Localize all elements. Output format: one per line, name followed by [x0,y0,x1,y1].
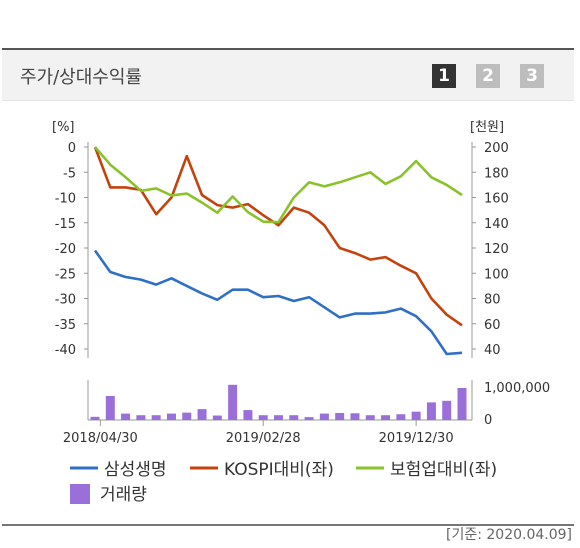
legend-label-volume: 거래량 [100,485,147,505]
right-tick-label: 80 [484,293,501,308]
right-tick-label: 140 [484,217,509,232]
page-2-button[interactable]: 2 [476,64,500,88]
series-line-1 [93,146,463,327]
volume-bar [182,412,192,420]
right-tick-label: 200 [484,141,509,156]
legend: 삼성생명 KOSPI대비(좌) 보험업대비(좌) 거래량 [70,460,497,505]
volume-bar [457,388,467,420]
volume-bar [442,400,452,420]
page-1-button[interactable]: 1 [432,64,456,88]
right-tick-label: 160 [484,192,509,207]
volume-bar [335,412,345,420]
left-tick-label: -10 [55,192,76,207]
volume-bar [289,415,299,420]
volume-bar [151,415,161,420]
page-3-button[interactable]: 3 [520,64,544,88]
volume-bar [319,413,329,420]
volume-bar [350,413,360,420]
left-tick-label: -20 [55,242,76,257]
left-tick-label: -40 [55,343,76,358]
legend-label-samsung-life: 삼성생명 [104,460,167,480]
legend-label-insurance: 보험업대비(좌) [390,460,497,480]
left-tick-label: -35 [55,318,76,333]
right-tick-label: 60 [484,318,501,333]
left-tick-label: -30 [55,293,76,308]
left-tick-label: -15 [55,217,76,232]
volume-bar [136,415,146,420]
chart-title: 주가/상대수익률 [20,67,142,88]
volume-bar [426,402,436,420]
volume-tick-label: 1,000,000 [484,381,550,396]
stock-chart-panel: 주가/상대수익률 1 2 3 [2,48,574,526]
series-line-0 [93,249,463,356]
right-tick-label: 100 [484,267,509,282]
series-line-2 [94,146,463,224]
right-tick-label: 40 [484,343,501,358]
volume-bar [166,413,176,420]
volume-bar [228,384,238,420]
volume-bar [396,414,406,420]
right-axis-unit: [천원] [470,120,504,135]
legend-label-kospi: KOSPI대비(좌) [224,460,334,480]
x-tick-label: 2018/04/30 [63,431,138,446]
volume-bar [274,415,283,420]
legend-swatch-volume [70,484,90,504]
volume-bar [121,413,131,420]
chart-header: 주가/상대수익률 1 2 3 [2,50,574,101]
volume-bar [197,409,207,420]
left-axis-unit: [%] [52,120,75,135]
volume-bar [90,416,100,420]
x-tick-label: 2019/02/28 [226,431,301,446]
volume-zero-label: 0 [484,413,492,428]
left-tick-label: -25 [55,267,76,282]
volume-bar [212,415,222,420]
left-tick-label: -5 [63,166,76,181]
volume-bar [243,410,253,420]
left-tick-label: 0 [68,141,76,156]
volume-bar [258,415,268,420]
volume-bar [304,417,314,420]
right-tick-label: 180 [484,166,509,181]
x-tick-label: 2019/12/30 [379,431,454,446]
volume-bar [411,411,421,420]
volume-bar [105,396,115,420]
reference-date-note: [기준: 2020.04.09] [445,527,572,543]
volume-bar [381,415,391,420]
volume-bar [365,415,375,420]
right-tick-label: 120 [484,242,509,257]
